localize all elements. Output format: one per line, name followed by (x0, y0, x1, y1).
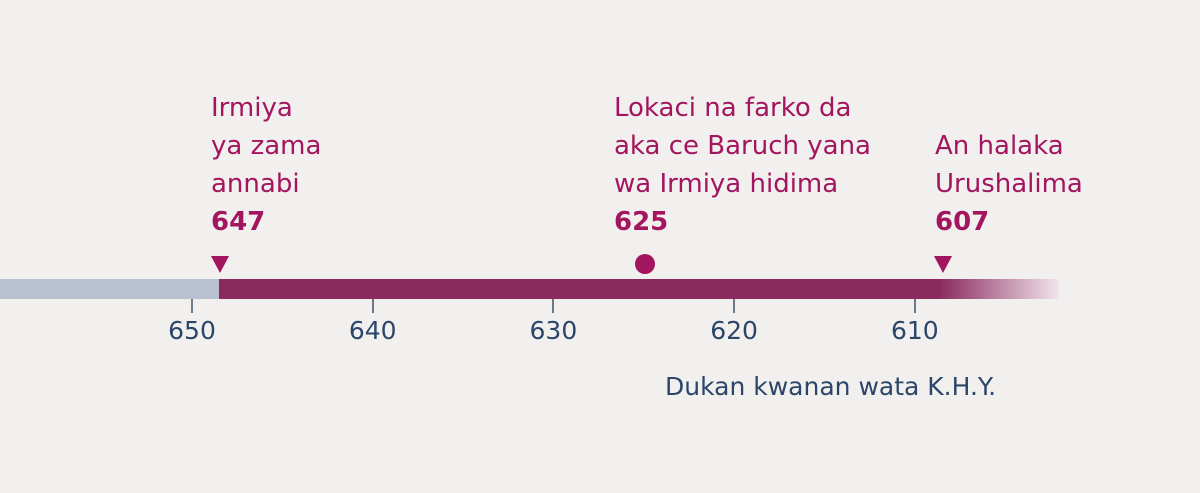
event-label: aka ce Baruch yana (614, 131, 871, 161)
event-647: Irmiya ya zama annabi 647 (211, 89, 321, 241)
triangle-marker-icon (211, 256, 229, 273)
event-607: An halaka Urushalima 607 (935, 127, 1083, 241)
axis-tick (552, 299, 555, 313)
event-label: Lokaci na farko da (614, 93, 852, 123)
event-label: ya zama (211, 131, 322, 161)
timeline-bar-before (0, 279, 219, 299)
event-label: annabi (211, 169, 300, 199)
tick-label: 620 (710, 316, 758, 345)
axis-tick (371, 299, 374, 313)
axis-tick (913, 299, 916, 313)
axis-tick (191, 299, 193, 313)
event-label: An halaka (935, 131, 1064, 161)
event-label: wa Irmiya hidima (614, 169, 839, 199)
tick-label: 650 (168, 316, 216, 345)
circle-marker-icon (635, 254, 655, 274)
tick-label: 610 (890, 316, 939, 345)
event-625: Lokaci na farko da aka ce Baruch yana wa… (614, 89, 871, 241)
tick-label: 630 (529, 316, 578, 345)
event-year: 647 (211, 207, 266, 237)
tick-label: 640 (348, 316, 397, 345)
event-label: Urushalima (935, 169, 1083, 199)
triangle-marker-icon (934, 256, 952, 273)
event-label: Irmiya (211, 93, 293, 123)
axis-tick (733, 299, 736, 313)
event-year: 607 (935, 207, 990, 237)
axis-label: Dukan kwanan wata K.H.Y. (665, 372, 997, 401)
timeline-bar-period (219, 279, 1059, 299)
event-year: 625 (614, 207, 669, 237)
